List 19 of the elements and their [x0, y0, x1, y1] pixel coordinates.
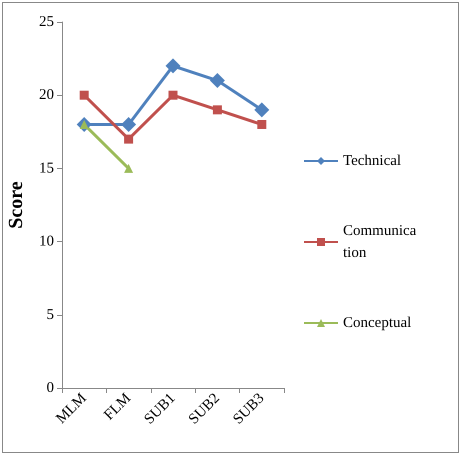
y-tick-label: 10	[39, 234, 54, 250]
point	[257, 120, 266, 129]
point	[121, 116, 136, 132]
point	[212, 105, 222, 114]
y-tick-label: 5	[46, 306, 54, 323]
point	[210, 73, 225, 88]
point	[168, 90, 178, 100]
y-tick-label: 25	[39, 14, 54, 30]
y-tick-label: 15	[39, 160, 54, 176]
point	[254, 102, 270, 118]
y-tick-label: 0	[46, 380, 54, 396]
point	[124, 134, 134, 144]
y-tick-label: 20	[39, 87, 54, 104]
legend-label: Technical	[343, 153, 402, 169]
legend-label: Communication	[343, 223, 417, 261]
point	[80, 90, 89, 100]
y-axis-title: Score	[5, 181, 27, 229]
point	[166, 58, 180, 74]
legend-label: Conceptual	[343, 315, 412, 331]
